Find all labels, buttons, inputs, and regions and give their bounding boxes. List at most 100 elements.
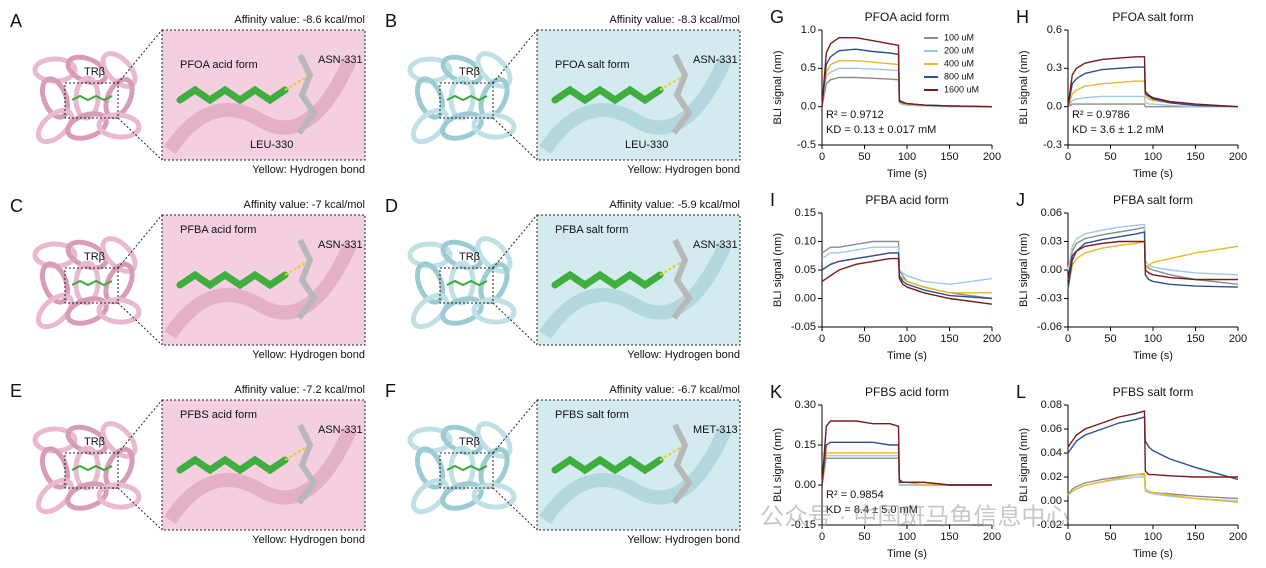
annotation: R² = 0.9786 [1072,109,1130,121]
series-line [821,441,992,486]
x-tick-label: 100 [898,151,916,163]
protein-helix [96,297,142,325]
chart-title: PFBA salt form [1113,193,1193,207]
note: Yellow: Hydrogen bond [252,349,365,361]
residue-stick [671,238,693,320]
y-axis-label: BLI signal (nm) [1018,51,1030,125]
residue-label: ASN-331 [318,239,363,251]
helix-bg [539,427,732,524]
y-tick-label: -0.3 [1043,139,1062,151]
y-tick-label: 0.00 [1041,495,1062,507]
chart-title: PFBA acid form [865,193,948,207]
residue-stick [296,238,318,320]
ligand-stick [176,85,289,105]
affinity: Affinity value: -5.9 kcal/mol [609,199,740,211]
y-tick-label: -0.15 [791,519,816,531]
ligand-label: PFBS acid form [180,409,257,421]
y-tick-label: 0.00 [795,292,816,304]
note: Yellow: Hydrogen bond [627,164,740,176]
ligand-stick [551,85,664,105]
affinity: Affinity value: -7 kcal/mol [244,199,365,211]
x-tick-label: 100 [1144,151,1162,163]
hbond [284,262,306,276]
hbond [284,447,306,461]
ligand-label: PFBA acid form [180,224,256,236]
legend-label: 1600 uM [944,84,979,94]
y-axis-label: BLI signal (nm) [1018,233,1030,307]
panel-letter: L [1016,382,1026,402]
ligand-small [446,464,488,472]
protein-label: TRβ [459,251,480,263]
residue-label: ASN-331 [693,54,738,66]
x-axis-label: Time (s) [1133,350,1173,362]
ligand-label: PFOA salt form [555,59,630,71]
series-line [821,252,993,300]
y-tick-label: 0.10 [795,235,816,247]
y-tick-label: -0.05 [791,321,816,333]
residue-stick [671,423,693,505]
protein-helix [96,482,142,510]
x-tick-label: 200 [983,531,1001,543]
hbond [659,447,681,461]
protein-helix [410,292,450,330]
y-tick-label: 0.04 [1041,447,1062,459]
helix-bg [539,57,732,154]
x-tick-label: 0 [1065,151,1071,163]
x-tick-label: 0 [1065,333,1071,345]
series-line [821,240,993,300]
note: Yellow: Hydrogen bond [252,164,365,176]
legend-label: 400 uM [944,58,974,68]
affinity: Affinity value: -8.6 kcal/mol [234,14,365,26]
y-tick-label: -0.06 [1037,321,1062,333]
x-tick-label: 100 [1144,531,1162,543]
annotation: KD = 8.4 ± 5.0 mM [826,504,918,516]
x-axis-label: Time (s) [1133,168,1173,180]
y-tick-label: 0.15 [795,207,816,219]
y-tick-label: 0.02 [1041,471,1062,483]
zoom-line [492,29,538,84]
series-line [1067,240,1238,281]
ligand-small [71,464,113,472]
y-tick-label: 0.00 [1041,264,1062,276]
y-axis-label: BLI signal (nm) [1018,428,1030,502]
x-axis-label: Time (s) [887,350,927,362]
ligand-stick [551,455,664,475]
annotation: KD = 0.13 ± 0.017 mM [826,124,936,136]
helix-bg [539,242,732,339]
residue-stick [296,53,318,135]
zoom-line [117,399,163,454]
series-line [1067,56,1239,108]
series-line [1067,226,1239,285]
y-tick-label: 0.06 [1041,423,1062,435]
series-line [821,457,992,486]
hbond [659,77,681,91]
protein-helix [410,477,450,515]
series-line [1067,223,1239,276]
panel-letter: H [1016,7,1029,27]
affinity: Affinity value: -7.2 kcal/mol [234,384,365,396]
residue-label: ASN-331 [693,239,738,251]
x-tick-label: 50 [858,333,870,345]
ligand-small [71,279,113,287]
y-tick-label: 0.30 [795,399,816,411]
residue-label: MET-313 [693,424,738,436]
series-line [1067,416,1239,481]
residue-label: LEU-330 [250,139,293,151]
series-line [821,452,992,486]
panel-letter: D [385,196,398,216]
x-tick-label: 200 [983,151,1001,163]
helix-bg [164,242,357,339]
y-tick-label: 0.0 [1047,101,1062,113]
series-line [821,420,992,486]
x-tick-label: 50 [858,151,870,163]
series-line [1067,410,1238,478]
series-line [821,455,992,486]
ligand-small [446,94,488,102]
hbond [659,262,681,276]
legend-label: 200 uM [944,45,974,55]
x-axis-label: Time (s) [887,548,927,560]
x-tick-label: 150 [1186,333,1204,345]
note: Yellow: Hydrogen bond [627,534,740,546]
panel-letter: G [770,7,784,27]
y-axis-label: BLI signal (nm) [772,233,784,307]
